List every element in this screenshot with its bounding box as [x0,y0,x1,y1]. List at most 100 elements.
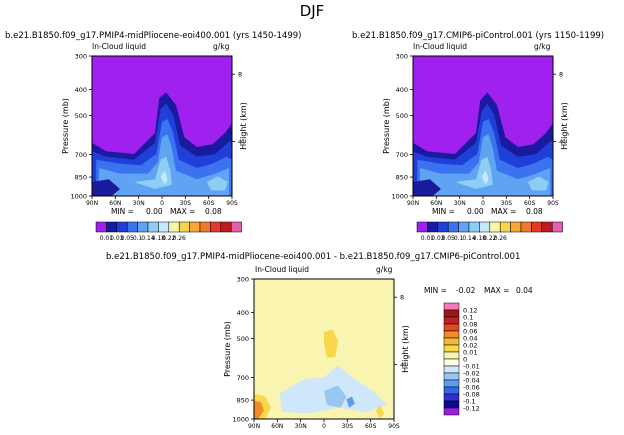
diff-x-tick-label: 90S [388,423,400,430]
diff-colorbar-label: 0.06 [463,328,477,336]
left-colorbar-label: 0.18 [152,235,166,242]
right-ylabel: Pressure (mb) [382,98,391,154]
right-colorbar-label: 0.18 [473,235,487,242]
diff-colorbar-swatch [443,372,460,381]
diff-contour-1 [324,385,347,408]
right-colorbar-swatch [541,221,553,233]
diff-colorbar-label: -0.12 [463,405,480,413]
diff-colorbar-swatch [443,386,460,395]
diff-varname: In-Cloud liquid [255,265,310,274]
right-min-value: 0.00 [467,207,484,216]
diff-colorbar-label: -0.04 [463,377,480,385]
right-varname: In-Cloud liquid [413,42,468,51]
right-y2-tick-label: 4 [559,138,563,146]
left-y2-tick-label: 8 [238,71,242,79]
diff-y-tick-label: 1000 [232,416,249,424]
right-colorbar-label: 0.26 [494,235,508,242]
left-colorbar-label: 0.14 [141,235,155,242]
right-x-tick-label: 90S [547,200,559,207]
left-colorbar-label: 0.03 [110,235,124,242]
left-x-tick-label: 60N [109,200,121,207]
right-colorbar-label: 0.1 [454,235,464,242]
left-colorbar-swatch [158,221,170,233]
diff-y-tick-label: 400 [237,309,249,317]
left-colorbar-swatch [230,221,242,233]
left-colorbar-label: 0.26 [173,235,187,242]
right-units: g/kg [534,42,551,51]
diff-min-value: -0.02 [456,286,476,295]
diff-colorbar-swatch [443,379,460,388]
left-x-tick-label: 0 [160,200,164,207]
contour-band-surface [92,179,120,196]
diff-y-tick-label: 500 [237,335,249,343]
diff-contour-6 [375,405,385,419]
right-x-tick-label: 60N [430,200,442,207]
right-y-tick-label: 850 [396,174,408,182]
right-colorbar-swatch [468,221,480,233]
left-y-tick-label: 400 [75,86,87,94]
left-x-tick-label: 30S [180,200,192,207]
left-colorbar-swatch [178,221,190,233]
diff-y-tick-label: 850 [237,397,249,405]
diff-x-tick-label: 30N [295,423,307,430]
right-max-value: 0.08 [526,207,543,216]
left-colorbar-swatch [168,221,180,233]
contour-band-6 [160,170,168,185]
diff-y2-tick-label: 8 [400,294,404,302]
diff-colorbar-label: -0.1 [463,398,476,406]
right-x-tick-label: 90N [407,200,419,207]
left-min-label: MIN = [111,207,134,216]
left-colorbar-swatch [126,221,138,233]
right-y2-tick-label: 8 [559,71,563,79]
right-y-tick-label: 700 [396,151,408,159]
left-min-value: 0.00 [146,207,163,216]
left-y-tick-label: 1000 [70,193,87,201]
right-ylabel-right: Height (km) [560,102,569,150]
left-max-label: MAX = [170,207,196,216]
diff-panel-title: b.e21.B1850.f09_g17.PMIP4-midPliocene-eo… [106,252,521,262]
diff-colorbar-swatch [443,393,460,402]
left-units: g/kg [213,42,230,51]
right-panel-title: b.e21.B1850.f09_g17.CMIP6-piControl.001 … [352,31,605,41]
diff-max-label: MAX = [484,286,510,295]
right-colorbar-swatch [437,221,449,233]
diff-colorbar-swatch [443,309,460,318]
left-y2-tick-label: 4 [238,138,242,146]
diff-colorbar-swatch [443,302,460,311]
diff-colorbar-label: 0.01 [463,349,477,357]
diff-colorbar-swatch [443,400,460,409]
left-colorbar-swatch [95,221,107,233]
left-x-tick-label: 30N [133,200,145,207]
right-colorbar-swatch [447,221,459,233]
diff-ylabel-right: Height (km) [401,325,410,373]
diff-colorbar-swatch [443,316,460,325]
left-colorbar-label: 0.22 [162,235,176,242]
diff-x-tick-label: 30S [342,423,354,430]
left-plot-area [92,56,232,196]
right-min-label: MIN = [432,207,455,216]
left-colorbar-swatch [137,221,149,233]
left-colorbar-swatch [189,221,201,233]
right-y-tick-label: 1000 [391,193,408,201]
left-colorbar-swatch [106,221,118,233]
diff-x-tick-label: 0 [322,423,326,430]
right-colorbar-swatch [427,221,439,233]
diff-colorbar-label: 0.1 [463,314,473,322]
diff-contour-3 [324,329,338,358]
left-y-tick-label: 500 [75,112,87,120]
diff-units: g/kg [376,265,393,274]
right-colorbar-label: 0.14 [462,235,476,242]
right-x-tick-label: 30N [454,200,466,207]
diff-colorbar-label: 0.12 [463,307,477,315]
left-colorbar-swatch [210,221,222,233]
left-x-tick-label: 90S [226,200,238,207]
diff-colorbar-label: -0.01 [463,363,480,371]
diff-colorbar-swatch [443,358,460,367]
right-colorbar-swatch [489,221,501,233]
left-y-tick-label: 300 [75,53,87,61]
right-colorbar-swatch [479,221,491,233]
right-colorbar-label: 0.05 [442,235,456,242]
left-colorbar-swatch [147,221,159,233]
diff-y-tick-label: 300 [237,276,249,284]
diff-max-value: 0.04 [516,286,533,295]
